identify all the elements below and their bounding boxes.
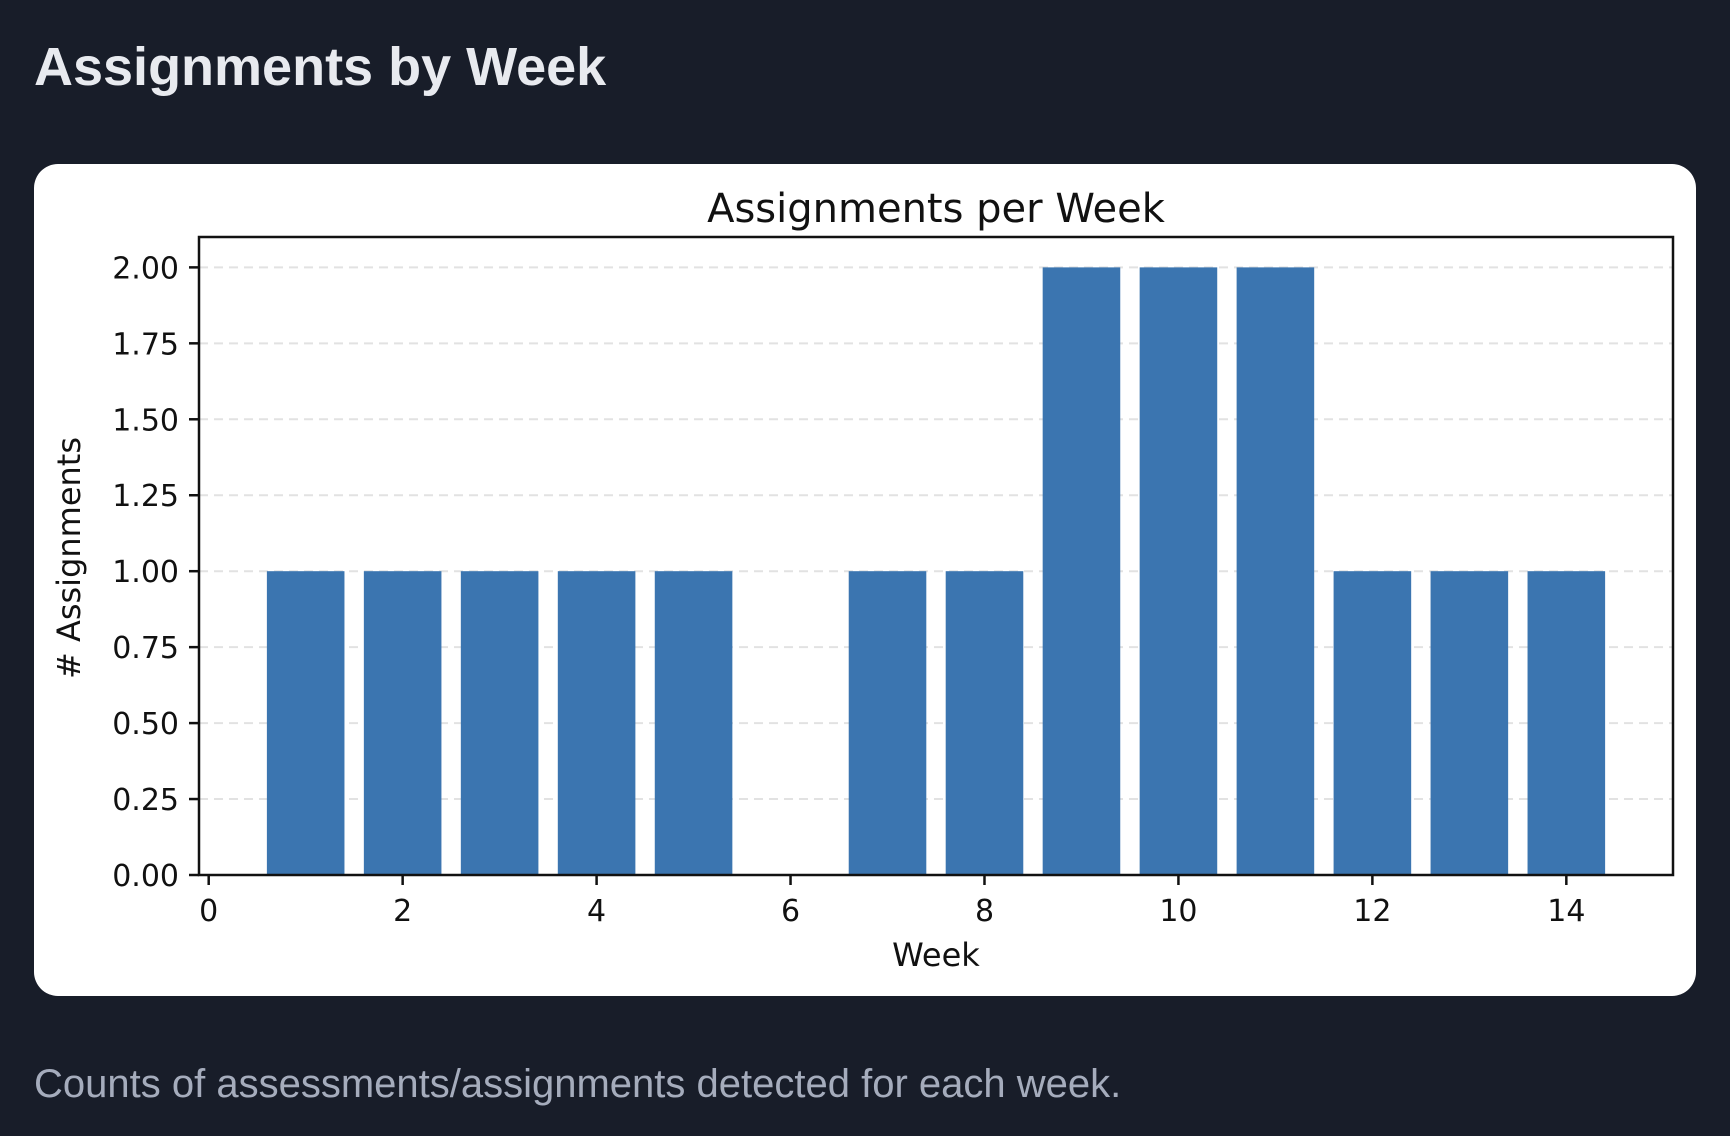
bar-week-5	[654, 571, 733, 875]
x-tick-label: 8	[975, 894, 994, 929]
bar-week-10	[1139, 267, 1218, 875]
assignments-bar-chart: 0.00 0.25 0.50 0.75 1.00 1.25 1.50 1.75 2.00 0 2 4 6…	[50, 186, 1675, 974]
bar-week-4	[557, 571, 636, 875]
y-tick-label: 1.25	[112, 479, 179, 514]
bars	[266, 267, 1606, 875]
bar-week-1	[266, 571, 345, 875]
x-tick-label: 0	[199, 894, 218, 929]
y-axis-label: # Assignments	[50, 437, 88, 679]
y-tick-label: 0.25	[112, 783, 179, 818]
bar-week-8	[945, 571, 1024, 875]
y-tick-label: 1.50	[112, 403, 179, 438]
bar-week-9	[1042, 267, 1121, 875]
x-tick-label: 12	[1353, 894, 1391, 929]
x-tick-label: 10	[1159, 894, 1197, 929]
caption: Counts of assessments/assignments detect…	[34, 1062, 1122, 1106]
x-tick-label: 4	[587, 894, 606, 929]
y-tick-label: 2.00	[112, 251, 179, 286]
bar-week-12	[1333, 571, 1412, 875]
y-tick-label: 0.50	[112, 707, 179, 742]
axes	[189, 235, 1675, 885]
x-axis-label: Week	[892, 936, 980, 974]
y-tick-label: 1.75	[112, 327, 179, 362]
bar-week-3	[460, 571, 539, 875]
tick-labels: 0.00 0.25 0.50 0.75 1.00 1.25 1.50 1.75 2.00 0 2 4 6…	[112, 251, 1585, 929]
grid-lines	[199, 266, 1673, 801]
bar-week-2	[363, 571, 442, 875]
x-tick-label: 6	[781, 894, 800, 929]
y-tick-label: 0.00	[112, 859, 179, 894]
plot-frame	[197, 235, 1675, 877]
bar-week-7	[848, 571, 927, 875]
bar-week-11	[1236, 267, 1315, 875]
chart-card: 0.00 0.25 0.50 0.75 1.00 1.25 1.50 1.75 2.00 0 2 4 6…	[34, 164, 1696, 996]
bar-week-14	[1527, 571, 1606, 875]
bar-week-13	[1430, 571, 1509, 875]
chart-title: Assignments per Week	[707, 186, 1166, 232]
x-tick-label: 14	[1547, 894, 1585, 929]
y-tick-label: 1.00	[112, 555, 179, 590]
x-tick-label: 2	[393, 894, 412, 929]
page-title: Assignments by Week	[34, 37, 607, 97]
y-tick-label: 0.75	[112, 631, 179, 666]
